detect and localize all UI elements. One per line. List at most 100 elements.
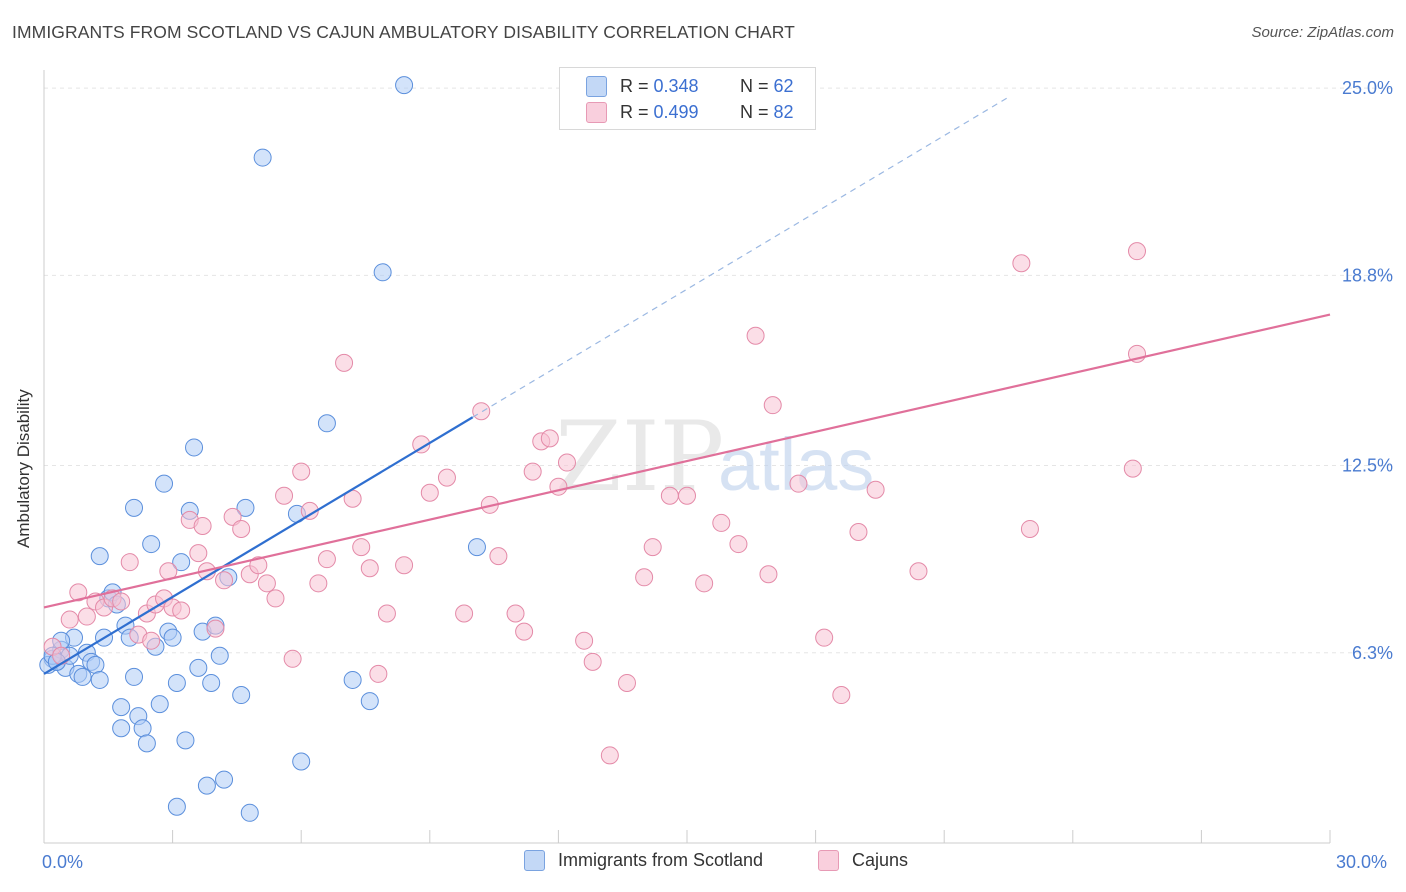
legend-n-label: N = (740, 102, 774, 122)
point-pts-pink-57 (575, 631, 594, 650)
point-pts-pink-42 (395, 556, 414, 575)
point-pts-blue-28 (163, 628, 182, 647)
bottom-legend-swatch-blue (524, 850, 545, 871)
point-pts-pink-63 (660, 486, 679, 505)
point-pts-pink-41 (377, 604, 396, 623)
point-pts-pink-30 (275, 486, 294, 505)
point-pts-blue-50 (360, 692, 379, 711)
legend-r-label: R = (620, 76, 654, 96)
point-pts-pink-66 (712, 513, 731, 532)
point-pts-blue-44 (236, 498, 255, 517)
bottom-legend: Immigrants from Scotland Cajuns (0, 850, 1406, 880)
point-pts-pink-46 (455, 604, 474, 623)
point-pts-pink-2 (60, 610, 79, 629)
point-pts-pink-62 (643, 538, 662, 557)
point-pts-blue-25 (150, 695, 169, 714)
point-pts-pink-17 (172, 601, 191, 620)
point-pts-pink-40 (369, 664, 388, 683)
source-label: Source: ZipAtlas.com (1251, 24, 1394, 41)
point-pts-pink-39 (360, 559, 379, 578)
point-pts-blue-30 (172, 553, 191, 572)
bottom-legend-label-scotland: Immigrants from Scotland (558, 850, 764, 870)
point-pts-blue-7 (73, 667, 92, 686)
point-pts-blue-23 (142, 535, 161, 554)
axes (43, 70, 1331, 844)
point-pts-blue-61 (467, 538, 486, 557)
point-pts-pink-58 (583, 652, 602, 671)
legend-r-label: R = (620, 102, 654, 122)
legend-row-scotland: R = 0.348 N = 62 (586, 76, 794, 97)
point-pts-pink-77 (1020, 519, 1039, 538)
point-pts-blue-42 (232, 686, 251, 705)
bottom-legend-cajuns: Cajuns (818, 850, 908, 871)
y-tick-label-3: 25.0% (1342, 78, 1393, 98)
point-pts-pink-56 (557, 453, 576, 472)
legend-swatch-blue (586, 76, 607, 97)
y-axis-label: Ambulatory Disability (14, 389, 33, 548)
point-pts-pink-36 (335, 353, 354, 372)
trend-line-cajuns (43, 313, 1331, 609)
bottom-legend-scotland: Immigrants from Scotland (524, 850, 763, 871)
point-pts-pink-74 (866, 480, 885, 499)
point-pts-blue-55 (90, 547, 109, 566)
point-pts-pink-73 (849, 522, 868, 541)
point-pts-blue-19 (125, 667, 144, 686)
point-pts-blue-48 (317, 414, 336, 433)
point-pts-pink-67 (729, 535, 748, 554)
x-tick-max: 30.0% (1336, 852, 1388, 872)
point-pts-pink-8 (112, 592, 131, 611)
y-tick-label-0: 6.3% (1352, 643, 1393, 663)
legend: R = 0.348 N = 62 R = 0.499 N = 82 (559, 67, 816, 130)
point-pts-pink-81 (759, 565, 778, 584)
point-pts-blue-22 (137, 734, 156, 753)
point-pts-pink-35 (317, 550, 336, 569)
point-pts-pink-22 (206, 619, 225, 638)
point-pts-pink-3 (69, 583, 88, 602)
y-tick-label-1: 12.5% (1342, 456, 1393, 476)
point-pts-pink-64 (678, 486, 696, 505)
point-pts-blue-29 (167, 673, 186, 692)
legend-swatch-pink (586, 102, 607, 123)
legend-r-value: 0.348 (653, 76, 699, 96)
legend-row-cajuns: R = 0.499 N = 82 (586, 102, 794, 123)
trend-line-scotland-extension (472, 96, 1009, 418)
point-pts-pink-27 (249, 556, 268, 575)
chart-title: IMMIGRANTS FROM SCOTLAND VS CAJUN AMBULA… (12, 22, 795, 42)
point-pts-pink-25 (232, 519, 251, 538)
point-pts-blue-52 (373, 263, 392, 282)
watermark: ZIP atlas (555, 401, 874, 513)
legend-n-value: 62 (773, 76, 794, 96)
series-cajuns-points (43, 242, 1146, 765)
point-pts-blue-43 (240, 803, 259, 822)
x-tick-min: 0.0% (42, 852, 84, 872)
point-pts-pink-44 (420, 483, 439, 502)
point-pts-blue-10 (86, 655, 105, 674)
point-pts-pink-47 (472, 402, 491, 421)
point-pts-pink-68 (746, 326, 765, 345)
point-pts-blue-36 (197, 776, 216, 795)
point-pts-pink-38 (352, 538, 371, 557)
point-pts-blue-33 (185, 438, 204, 457)
point-pts-pink-29 (266, 589, 285, 608)
point-pts-pink-78 (1123, 459, 1142, 478)
point-pts-pink-65 (695, 574, 714, 593)
point-pts-pink-61 (635, 568, 654, 587)
point-pts-pink-9 (120, 553, 139, 572)
point-pts-pink-19 (189, 544, 208, 563)
point-pts-pink-50 (506, 604, 525, 623)
point-pts-pink-54 (540, 429, 559, 448)
y-tick-label-2: 18.8% (1342, 265, 1393, 285)
point-pts-blue-11 (90, 670, 109, 689)
point-pts-pink-59 (600, 746, 619, 765)
point-pts-pink-80 (1128, 242, 1146, 261)
point-pts-pink-60 (617, 673, 636, 692)
grid-lines (44, 87, 1392, 654)
point-pts-blue-31 (176, 731, 195, 750)
point-pts-blue-60 (167, 797, 186, 816)
point-pts-pink-45 (437, 468, 456, 487)
point-pts-blue-16 (112, 698, 131, 717)
point-pts-pink-52 (523, 462, 542, 481)
point-pts-pink-71 (815, 628, 834, 647)
point-pts-blue-51 (395, 76, 414, 95)
